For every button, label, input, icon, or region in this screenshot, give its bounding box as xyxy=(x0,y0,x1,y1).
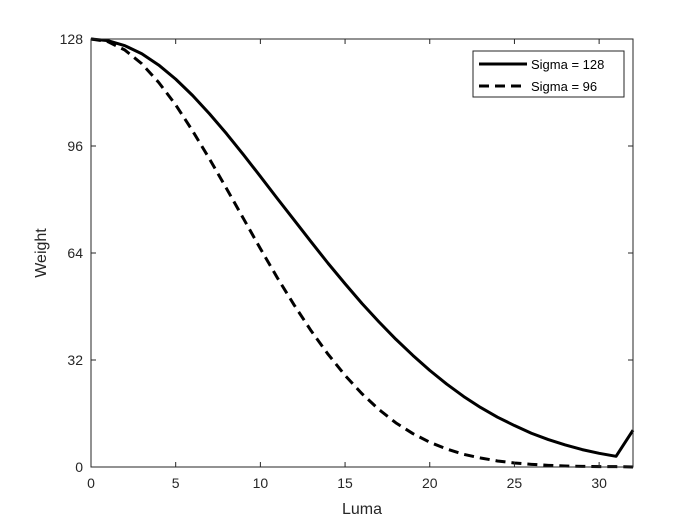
y-tick-label: 64 xyxy=(67,245,83,261)
x-tick-label: 10 xyxy=(253,475,269,491)
x-tick-label: 0 xyxy=(87,475,95,491)
axes: 0 5 10 15 20 25 30 0 32 64 96 128 Luma Weight xyxy=(33,31,634,518)
series-line-1 xyxy=(90,37,635,458)
legend: Sigma = 128 Sigma = 96 xyxy=(472,50,625,98)
series-line-2 xyxy=(90,37,634,469)
y-tick-label: 128 xyxy=(60,31,84,47)
x-tick-label: 25 xyxy=(507,475,523,491)
plot-area xyxy=(90,37,635,469)
y-tick-label: 0 xyxy=(75,459,83,475)
x-tick-label: 20 xyxy=(422,475,438,491)
x-tick-label: 5 xyxy=(172,475,180,491)
x-axis-label: Luma xyxy=(342,501,382,518)
legend-box xyxy=(472,50,625,98)
legend-label-1: Sigma = 128 xyxy=(531,57,604,72)
y-axis-label: Weight xyxy=(33,228,50,278)
legend-label-2: Sigma = 96 xyxy=(531,79,597,94)
y-tick-label: 32 xyxy=(67,352,83,368)
x-tick-label: 30 xyxy=(591,475,607,491)
x-tick-label: 15 xyxy=(337,475,353,491)
y-tick-label: 96 xyxy=(67,138,83,154)
